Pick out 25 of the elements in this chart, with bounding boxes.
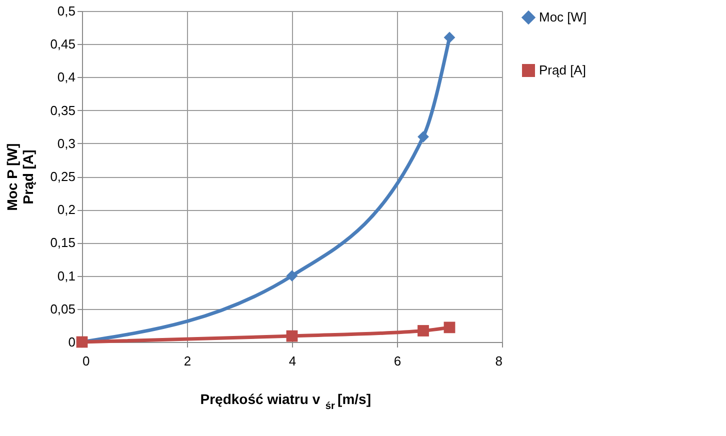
- x-tick-label: 2: [184, 354, 192, 368]
- y-tick-label: 0,35: [50, 102, 76, 118]
- point: [286, 270, 298, 282]
- legend-label: Moc [W]: [539, 10, 587, 24]
- y-tick-label: 0,25: [50, 169, 76, 184]
- y-tick-label: 0,2: [57, 202, 76, 218]
- y-tick-label: 0,45: [50, 36, 76, 52]
- y-axis-title: Moc P [W] Prąd [A]: [4, 143, 36, 211]
- y-tick-label: 0: [68, 334, 76, 350]
- point: [444, 322, 456, 334]
- y-tick-label: 0,4: [57, 70, 76, 85]
- y-tick-label: 0,5: [57, 4, 76, 18]
- y-tick-label: 0,15: [50, 235, 76, 250]
- y-tick-label: 0,05: [50, 301, 76, 316]
- y-tick-label: 0,3: [57, 136, 76, 151]
- y-tick-label: 0,1: [57, 268, 76, 284]
- legend-label: Prąd [A]: [539, 62, 586, 78]
- point: [444, 32, 456, 44]
- x-tick-label: 6: [394, 354, 402, 368]
- point: [418, 325, 429, 336]
- x-tick-label: 0: [82, 354, 90, 368]
- x-tick-label: 4: [288, 354, 296, 368]
- point: [418, 131, 429, 142]
- x-tick-label: 8: [495, 354, 502, 368]
- point: [286, 330, 298, 342]
